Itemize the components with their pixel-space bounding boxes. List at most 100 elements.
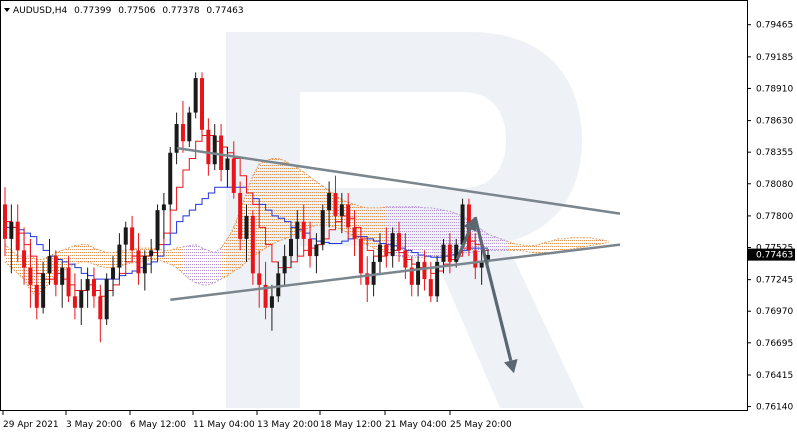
candle <box>454 238 459 268</box>
candle-body <box>327 192 332 211</box>
cloud-segment <box>551 238 558 253</box>
senkou-span-b <box>195 282 203 286</box>
senkou-span-b <box>595 242 603 246</box>
dropdown-triangle-icon[interactable] <box>4 8 10 12</box>
senkou-span-a <box>348 201 355 205</box>
candle-body <box>308 238 313 257</box>
price-axis[interactable]: 0.79465 0.79185 0.78910 0.78630 0.78355 0.780… <box>748 21 795 413</box>
senkou-span-a <box>30 255 38 260</box>
senkou-span-a <box>170 247 177 251</box>
senkou-span-b <box>271 240 279 246</box>
senkou-span-b <box>176 267 184 274</box>
senkou-span-b <box>132 261 139 264</box>
senkou-span-b <box>398 255 406 258</box>
trendlines[interactable] <box>170 146 621 301</box>
senkou-span-a <box>11 249 19 257</box>
candle <box>276 261 281 303</box>
cloud-segment <box>538 242 546 253</box>
candle-body <box>187 112 192 142</box>
candle-body <box>295 221 300 239</box>
candle-body <box>219 135 224 170</box>
cloud-segment <box>163 250 171 265</box>
senkou-span-b <box>169 263 177 269</box>
cloud-segment <box>405 206 412 258</box>
candle <box>219 124 224 182</box>
candle <box>117 233 122 280</box>
cloud-segment <box>507 241 514 251</box>
forecast-arrows[interactable] <box>455 216 518 374</box>
senkou-span-b <box>437 254 444 257</box>
senkou-span-a <box>87 244 95 249</box>
candle <box>9 204 14 274</box>
candle <box>161 192 166 239</box>
candle <box>41 261 46 314</box>
candle <box>200 72 205 142</box>
senkou-span-a <box>379 206 387 209</box>
y-tick-label: 0.78630 <box>756 117 793 127</box>
senkou-span-b <box>157 259 165 263</box>
candle-body <box>339 204 344 216</box>
senkou-span-a <box>360 206 368 209</box>
candle-body <box>390 233 395 257</box>
x-tick-label: 6 May 12:00 <box>130 420 186 430</box>
candle <box>85 267 90 308</box>
candle-body <box>231 158 236 193</box>
candle <box>473 233 478 280</box>
svg-text:AUDUSD,H4 0.77399: AUDUSD,H4 0.77399 0.77506 0.77378 0.7746… <box>13 6 244 16</box>
candle <box>60 261 65 308</box>
candle-body <box>333 192 338 216</box>
senkou-span-b <box>284 236 292 240</box>
cloud-segment <box>170 248 177 268</box>
candle-body <box>428 279 433 297</box>
senkou-span-a <box>500 238 508 242</box>
candle <box>263 261 268 320</box>
y-tick-label: 0.76140 <box>756 403 793 413</box>
senkou-span-a <box>602 239 609 242</box>
candle <box>91 267 96 308</box>
candle <box>390 227 395 268</box>
candle-body <box>479 261 484 268</box>
senkou-span-a <box>226 227 235 240</box>
senkou-span-b <box>576 246 584 249</box>
senkou-span-b <box>309 224 317 228</box>
candle <box>282 244 287 285</box>
cloud-segment <box>367 207 374 249</box>
cloud-segment <box>259 160 266 253</box>
cloud-segment <box>437 209 444 257</box>
candle-body <box>130 227 135 251</box>
senkou-span-a <box>100 249 107 254</box>
candle-body <box>200 78 205 130</box>
forecast-arrow[interactable] <box>473 216 518 374</box>
candle-body <box>180 124 185 142</box>
candle-body <box>422 261 427 280</box>
candle-body <box>155 210 160 251</box>
candle-body <box>174 124 179 153</box>
candle <box>130 215 135 262</box>
forecast-arrow-shaft <box>473 216 513 362</box>
cloud-segment <box>265 158 272 249</box>
low-value: 0.77378 <box>162 6 199 16</box>
triangle-trendline[interactable] <box>170 243 621 301</box>
current-price-label: 0.77463 <box>756 251 793 261</box>
triangle-trendline[interactable] <box>176 146 621 215</box>
time-axis[interactable]: 29 Apr 2021 3 May 20:00 6 May 12:00 11 May … <box>2 410 512 430</box>
arrow-head-icon <box>504 358 518 374</box>
senkou-span-b <box>341 229 349 234</box>
candle-body <box>269 296 274 308</box>
candle <box>47 238 52 285</box>
candle-body <box>85 279 90 291</box>
senkou-span-a <box>112 251 120 254</box>
forecast-arrow[interactable] <box>455 217 477 261</box>
cloud-segment <box>443 210 450 255</box>
x-tick-label: 11 May 04:00 <box>193 420 255 430</box>
cloud-segment <box>202 248 209 285</box>
candle-body <box>460 204 465 245</box>
candle-body <box>435 261 440 297</box>
candle-body <box>371 261 376 285</box>
senkou-span-a <box>538 241 546 246</box>
current-price-badge <box>748 248 795 261</box>
senkou-span-a <box>437 208 444 211</box>
candle-body <box>358 238 363 274</box>
y-tick-label: 0.79185 <box>756 53 793 63</box>
